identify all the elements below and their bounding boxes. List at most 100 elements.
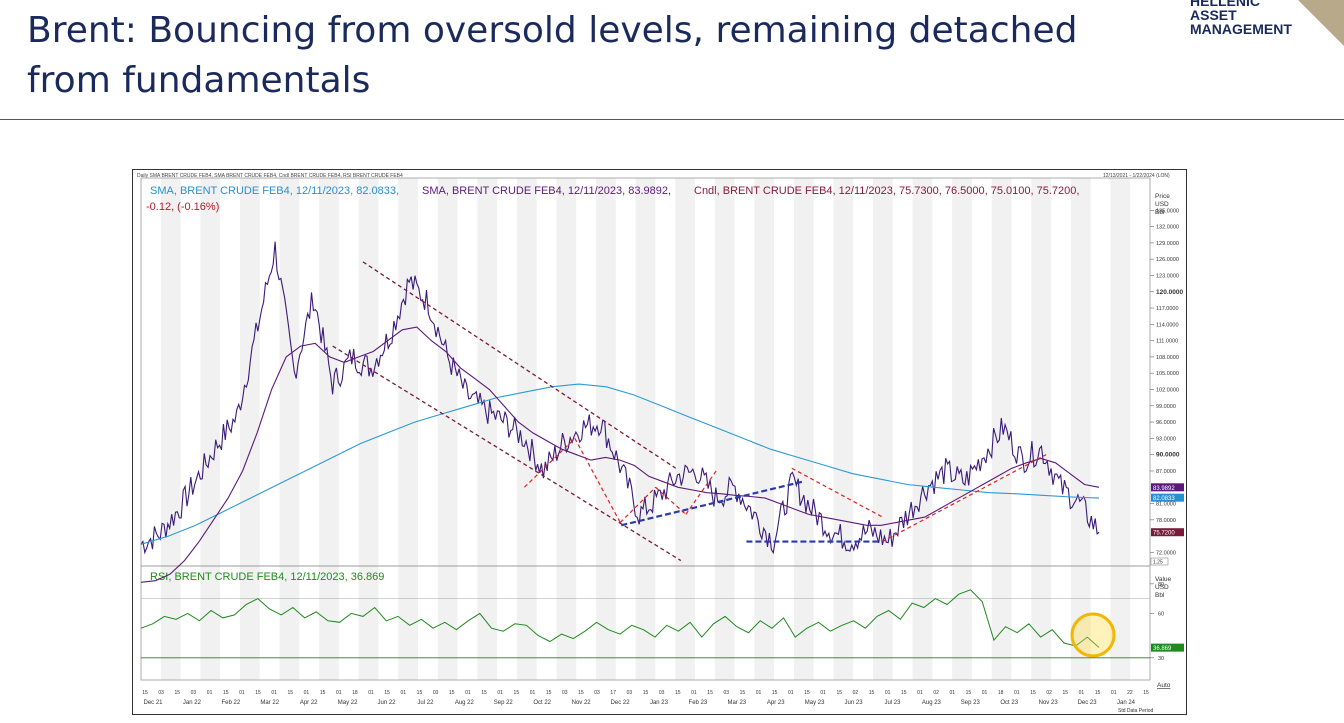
x-month-label: Oct 22 [533, 700, 551, 706]
x-month-label: Jan 22 [183, 700, 202, 706]
month-stripe [952, 178, 972, 680]
date-range-text: 12/13/2021 - 1/22/2024 (LON) [1103, 173, 1170, 179]
logo-line-2: ASSET [1190, 7, 1237, 23]
x-day-label: 01 [1014, 690, 1020, 696]
x-day-label: 15 [449, 690, 455, 696]
x-day-label: 17 [610, 690, 616, 696]
x-day-label: 01 [207, 690, 213, 696]
month-stripe [754, 178, 775, 680]
x-month-label: May 22 [338, 700, 358, 706]
rsi-highlight-circle [1070, 612, 1116, 658]
x-month-label: Aug 22 [455, 700, 475, 706]
price-badge [1151, 483, 1184, 492]
x-day-label: 15 [384, 690, 390, 696]
x-month-label: Nov 22 [572, 700, 592, 706]
sma200-line [140, 383, 1100, 545]
x-day-label: 15 [1143, 690, 1149, 696]
month-stripe [477, 178, 498, 680]
price-tick-label: 99.0000 [1156, 404, 1176, 410]
rsi-badge-label: 36.869 [1153, 646, 1172, 652]
month-stripe [279, 178, 300, 680]
x-day-label: 03 [191, 690, 197, 696]
rsi-axis-title: Bbl [1155, 592, 1165, 599]
rsi-panel-border [140, 565, 1151, 681]
x-month-label: Dec 22 [611, 700, 631, 706]
legend-sma50: SMA, BRENT CRUDE FEB4, 12/11/2023, 83.98… [422, 185, 671, 197]
x-day-label: 02 [933, 690, 939, 696]
x-month-label: Jan 24 [1117, 700, 1136, 706]
price-tick-label: 105.0000 [1156, 371, 1179, 377]
zigzag-line [685, 470, 717, 515]
page-title: Brent: Bouncing from oversold levels, re… [27, 10, 1078, 101]
x-day-label: 01 [465, 690, 471, 696]
month-stripe [160, 178, 181, 680]
zigzag-line [574, 438, 621, 523]
x-day-label: 03 [723, 690, 729, 696]
x-day-label: 03 [562, 690, 568, 696]
rsi-tick-label: 30 [1158, 656, 1164, 662]
x-day-label: 15 [223, 690, 229, 696]
x-day-label: 15 [869, 690, 875, 696]
price-tick-label: 117.0000 [1156, 306, 1179, 312]
price-badge [1151, 528, 1184, 537]
scale-label: 1.25 [1153, 560, 1163, 566]
x-month-label: Apr 22 [300, 700, 318, 706]
month-stripe [437, 178, 458, 680]
x-month-label: Mar 22 [260, 700, 279, 706]
x-month-label: Jul 22 [417, 700, 434, 706]
support-line-blue [621, 480, 803, 527]
x-day-label: 01 [982, 690, 988, 696]
month-stripe [556, 178, 577, 680]
zigzag-line [524, 437, 576, 488]
rsi-line [140, 589, 1100, 648]
zigzag-line [619, 486, 657, 523]
x-day-label: 01 [336, 690, 342, 696]
scale-box [1150, 557, 1169, 566]
chart-header-text: Daily SMA BRENT CRUDE FEB4, SMA BRENT CR… [137, 173, 403, 179]
x-day-label: 15 [546, 690, 552, 696]
month-stripe [398, 178, 418, 680]
price-badge [1151, 493, 1184, 502]
price-candles [140, 241, 1100, 555]
x-day-label: 01 [368, 690, 374, 696]
x-month-label: Jan 23 [650, 700, 669, 706]
x-day-label: 18 [352, 690, 358, 696]
x-month-label: Nov 23 [1039, 700, 1059, 706]
x-day-label: 15 [288, 690, 294, 696]
x-day-label: 02 [853, 690, 859, 696]
x-month-label: Mar 23 [727, 700, 746, 706]
price-tick-label: 96.0000 [1156, 420, 1176, 426]
price-tick-label: 102.0000 [1156, 388, 1179, 394]
price-axis-title: Price [1155, 193, 1170, 200]
price-axis-title: USD [1155, 201, 1169, 208]
x-month-label: Oct 23 [1000, 700, 1018, 706]
price-tick-label: 135.0000 [1156, 208, 1179, 214]
price-badge-label: 82.0833 [1153, 496, 1175, 502]
price-badge-label: 75.7200 [1153, 531, 1175, 537]
x-month-label: Sep 23 [961, 700, 981, 706]
x-day-label: 01 [530, 690, 536, 696]
month-stripe [793, 178, 814, 680]
x-day-label: 01 [820, 690, 826, 696]
month-stripe [596, 178, 616, 680]
price-tick-label: 123.0000 [1156, 273, 1179, 279]
price-tick-label: 78.0000 [1156, 518, 1176, 524]
x-day-label: 15 [514, 690, 520, 696]
x-day-label: 01 [1111, 690, 1117, 696]
month-stripe [635, 178, 656, 680]
month-stripe [912, 178, 933, 680]
price-axis-title: Bbl [1155, 209, 1165, 216]
x-day-label: 15 [804, 690, 810, 696]
x-day-label: 18 [998, 690, 1004, 696]
autoscale-label: Auto [1157, 682, 1171, 689]
x-day-label: 01 [691, 690, 697, 696]
x-day-label: 15 [772, 690, 778, 696]
x-day-label: 01 [401, 690, 407, 696]
x-day-label: 15 [707, 690, 713, 696]
month-stripe [239, 178, 260, 680]
x-day-label: 15 [417, 690, 423, 696]
x-day-label: 15 [675, 690, 681, 696]
x-day-label: 15 [481, 690, 487, 696]
month-stripe [1070, 178, 1091, 680]
x-day-label: 03 [594, 690, 600, 696]
